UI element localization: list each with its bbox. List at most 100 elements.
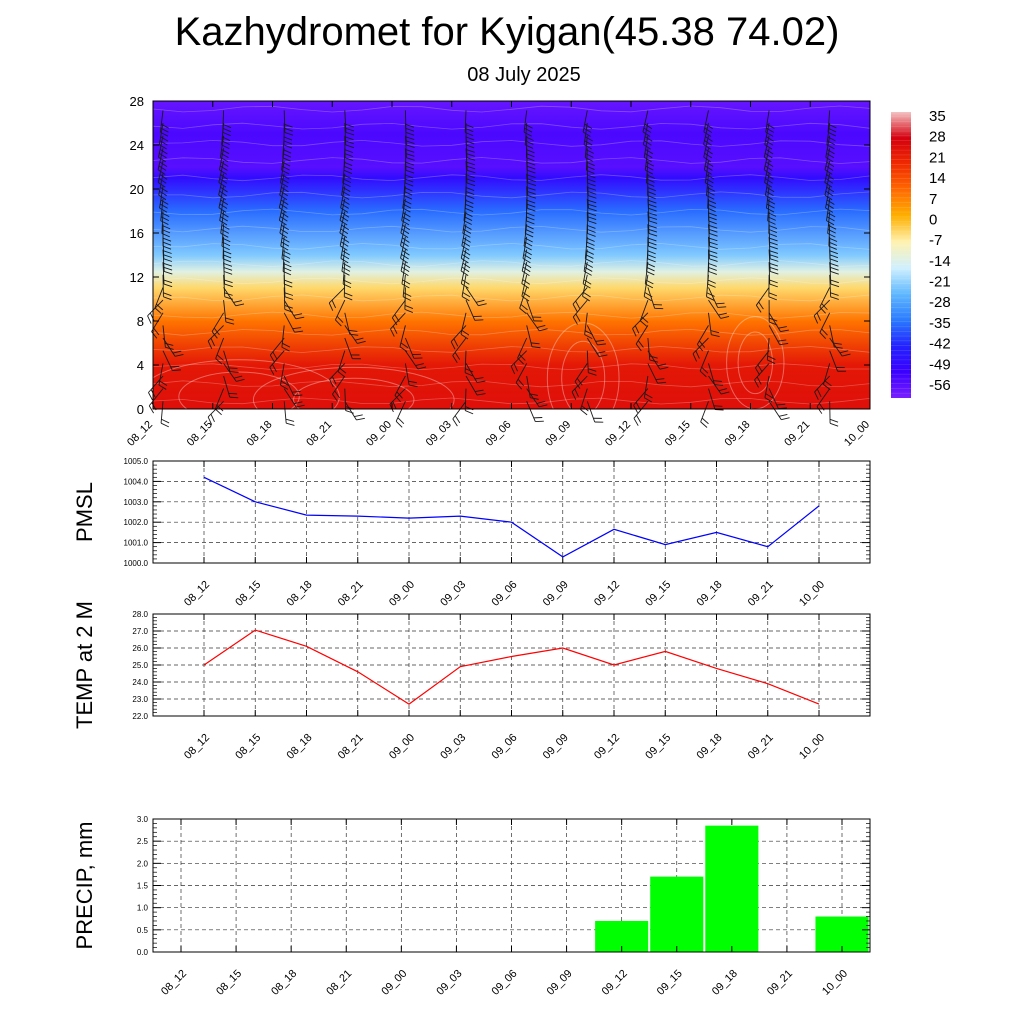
wind-barb-flag <box>335 319 342 327</box>
wind-barb-flag <box>525 229 534 234</box>
wind-barb-flag <box>399 346 408 352</box>
y-tick-label: 8 <box>137 314 144 329</box>
wind-barb-flag <box>524 123 533 129</box>
wind-barb-flag <box>525 225 534 230</box>
wind-barb-flag <box>709 245 718 250</box>
wind-barb-flag <box>392 325 398 334</box>
wind-barb-flag <box>342 283 352 289</box>
wind-barb-flag <box>220 174 228 180</box>
wind-barb-flag <box>462 292 471 298</box>
wind-barb-flag <box>521 295 530 302</box>
wind-barb-flag <box>584 330 593 336</box>
wind-barb-flag <box>533 320 543 322</box>
wind-barb-flag <box>158 165 167 171</box>
wind-barb-flag <box>282 250 291 255</box>
wind-barb-flag <box>764 165 773 171</box>
wind-barb <box>222 236 232 263</box>
wind-barb <box>328 287 346 311</box>
wind-barb-flag <box>636 414 642 423</box>
temp-contour <box>252 366 455 433</box>
wind-barb-flag <box>707 199 717 204</box>
wind-barb-flag <box>401 228 410 235</box>
wind-barb-flag <box>164 342 174 346</box>
wind-barb-flag <box>216 404 224 412</box>
wind-barb-flag <box>696 344 704 352</box>
x-tick-label: 09_00 <box>364 419 394 449</box>
wind-barb-flag <box>281 237 290 243</box>
wind-barb-flag <box>521 270 530 276</box>
wind-barb-flag <box>280 178 289 184</box>
wind-barb-flag <box>404 304 414 309</box>
wind-barb-flag <box>272 364 277 373</box>
wind-barb-flag <box>707 187 716 192</box>
wind-barb-flag <box>279 207 287 213</box>
wind-barb <box>584 135 594 162</box>
wind-barb <box>280 160 290 188</box>
wind-barb-flag <box>646 182 655 187</box>
colorbar-label: -42 <box>929 336 951 353</box>
wind-barb <box>763 135 774 163</box>
wind-barb-flag <box>582 283 591 289</box>
wind-barb-flag <box>721 391 730 395</box>
wind-barb-flag <box>344 292 353 297</box>
wind-barb-flag <box>339 232 348 239</box>
wind-barb-flag <box>461 266 470 273</box>
wind-barb <box>580 388 589 416</box>
wind-barb-flag <box>236 378 245 382</box>
chart-subtitle: 08 July 2025 <box>467 64 581 86</box>
wind-barb <box>464 110 474 137</box>
wind-barb-flag <box>219 203 228 209</box>
wind-barb-flag <box>647 191 656 196</box>
wind-barb-flag <box>587 191 597 195</box>
wind-barb-flag <box>216 354 224 361</box>
wind-barb <box>708 198 717 225</box>
wind-barb-flag <box>282 157 291 162</box>
wind-barb <box>223 350 239 373</box>
wind-barb-flag <box>826 186 835 193</box>
wind-barb <box>400 224 410 251</box>
wind-barb-flag <box>644 153 653 159</box>
wind-barb-flag <box>175 354 184 357</box>
wind-barb <box>647 224 657 250</box>
wind-barb <box>222 110 232 137</box>
wind-barb-flag <box>222 123 232 129</box>
wind-barb-flag <box>709 241 718 246</box>
colorbar-ramp <box>891 112 911 398</box>
y-axis-label: PRECIP, mm <box>72 822 97 950</box>
wind-barb-flag <box>583 144 592 150</box>
wind-barb-flag <box>401 253 409 260</box>
wind-barb-flag <box>525 233 534 238</box>
wind-barb-flag <box>829 250 839 255</box>
wind-barb-flag <box>279 194 288 201</box>
wind-barb <box>586 325 606 346</box>
wind-barb-flag <box>284 292 294 296</box>
wind-barb <box>768 401 790 421</box>
wind-barb-flag <box>354 337 364 341</box>
wind-barb <box>344 337 361 360</box>
y-tick-label: 28.0 <box>132 610 148 619</box>
wind-barb-flag <box>465 368 474 373</box>
wind-barb-flag <box>826 203 834 209</box>
wind-barb-flag <box>332 393 338 402</box>
y-tick-label: 22.0 <box>132 712 148 721</box>
wind-barb-flag <box>281 174 290 180</box>
temp-contour <box>152 363 870 371</box>
wind-barb-flag <box>466 161 476 166</box>
wind-barb-flag <box>646 263 656 268</box>
wind-barb <box>283 122 293 149</box>
wind-barb-flag <box>159 174 168 180</box>
wind-barb-flag <box>461 245 470 251</box>
wind-barb-flag <box>704 127 713 133</box>
wind-barb-flag <box>159 144 167 150</box>
wind-barb <box>400 211 410 238</box>
wind-barb <box>586 148 595 174</box>
wind-barb-flag <box>824 194 833 201</box>
wind-barb-staff <box>404 110 407 133</box>
wind-barb-flag <box>154 307 162 314</box>
wind-barb <box>700 401 709 428</box>
wind-barb-flag <box>778 407 787 409</box>
wind-barb-flag <box>340 216 349 222</box>
wind-barb <box>643 375 653 403</box>
wind-barb-flag <box>826 153 835 159</box>
wind-barb-flag <box>531 346 541 349</box>
